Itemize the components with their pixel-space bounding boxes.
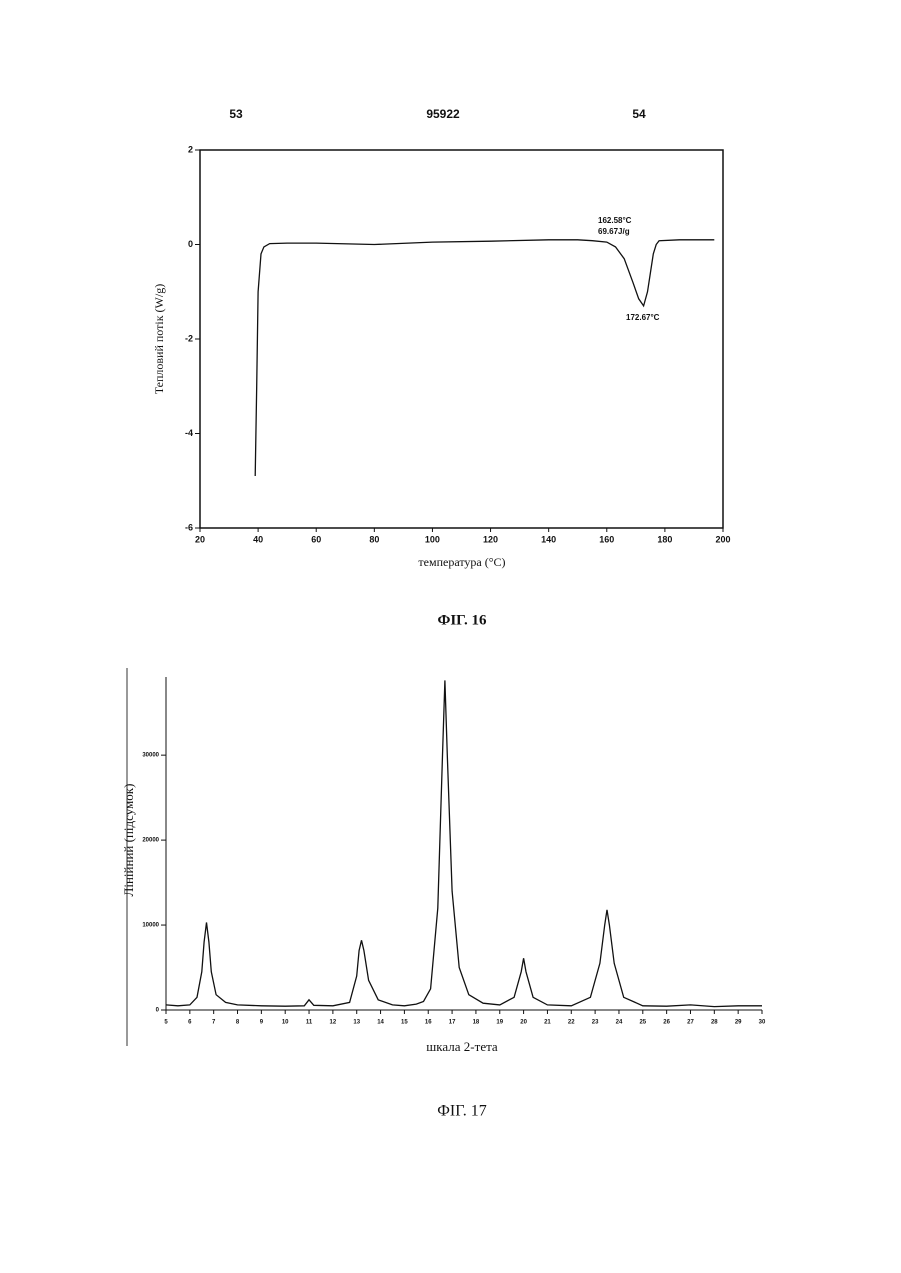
y-tick-label: -4 <box>185 428 193 438</box>
x-tick-label: 120 <box>483 534 498 544</box>
x-tick-label: 27 <box>687 1020 694 1026</box>
y-axis-title: Лінійний (підсумок) <box>121 784 136 897</box>
x-tick-label: 21 <box>544 1020 551 1026</box>
x-tick-label: 17 <box>449 1020 456 1026</box>
y-tick-label: -6 <box>185 522 193 532</box>
x-tick-label: 20 <box>520 1020 527 1026</box>
x-tick-label: 28 <box>711 1020 718 1026</box>
page-number: 54 <box>632 107 646 121</box>
x-tick-label: 11 <box>306 1020 313 1026</box>
x-tick-label: 7 <box>212 1020 216 1026</box>
y-tick-label: 0 <box>188 239 193 249</box>
x-tick-label: 23 <box>592 1020 599 1026</box>
x-axis-title: шкала 2-тета <box>426 1039 498 1054</box>
patent-number: 95922 <box>426 107 460 121</box>
y-tick-label: 10000 <box>142 923 159 929</box>
x-tick-label: 25 <box>639 1020 646 1026</box>
x-tick-label: 14 <box>377 1020 384 1026</box>
x-tick-label: 18 <box>473 1020 480 1026</box>
y-tick-label: 2 <box>188 144 193 154</box>
x-tick-label: 60 <box>311 534 321 544</box>
x-tick-label: 180 <box>657 534 672 544</box>
x-tick-label: 16 <box>425 1020 432 1026</box>
x-tick-label: 13 <box>353 1020 360 1026</box>
y-tick-label: 20000 <box>142 838 159 844</box>
x-tick-label: 200 <box>715 534 730 544</box>
x-tick-label: 80 <box>369 534 379 544</box>
annotation: 172.67°C <box>626 313 660 322</box>
x-axis-title: температура (°C) <box>418 555 505 569</box>
x-tick-label: 8 <box>236 1020 240 1026</box>
y-axis-title: Тепловий потік (W/g) <box>152 284 166 394</box>
x-tick-label: 15 <box>401 1020 408 1026</box>
x-tick-label: 6 <box>188 1020 192 1026</box>
x-tick-label: 24 <box>616 1020 623 1026</box>
x-tick-label: 160 <box>599 534 614 544</box>
x-tick-label: 22 <box>568 1020 575 1026</box>
x-tick-label: 29 <box>735 1020 742 1026</box>
x-tick-label: 12 <box>330 1020 337 1026</box>
data-line <box>255 240 714 476</box>
x-tick-label: 9 <box>260 1020 264 1026</box>
annotation: 162.58°C <box>598 216 632 225</box>
plot-frame <box>200 150 723 528</box>
x-tick-label: 19 <box>496 1020 503 1026</box>
y-tick-label: 0 <box>156 1008 160 1014</box>
annotation: 69.67J/g <box>598 227 630 236</box>
x-tick-label: 140 <box>541 534 556 544</box>
y-tick-label: 30000 <box>142 753 159 759</box>
page-number: 53 <box>229 107 243 121</box>
x-tick-label: 100 <box>425 534 440 544</box>
x-tick-label: 26 <box>663 1020 670 1026</box>
y-tick-label: -2 <box>185 333 193 343</box>
figure-caption: ФІГ. 17 <box>437 1103 486 1120</box>
page-canvas: 53 95922 54 20406080100120140160180200-6… <box>0 0 901 1273</box>
x-tick-label: 30 <box>759 1020 766 1026</box>
x-tick-label: 5 <box>164 1020 168 1026</box>
page: {"header": {"left": "53", "center": "959… <box>0 0 901 1273</box>
x-tick-label: 10 <box>282 1020 289 1026</box>
x-tick-label: 40 <box>253 534 263 544</box>
figure-caption: ФІГ. 16 <box>437 612 487 628</box>
x-tick-label: 20 <box>195 534 205 544</box>
data-line <box>166 680 762 1006</box>
